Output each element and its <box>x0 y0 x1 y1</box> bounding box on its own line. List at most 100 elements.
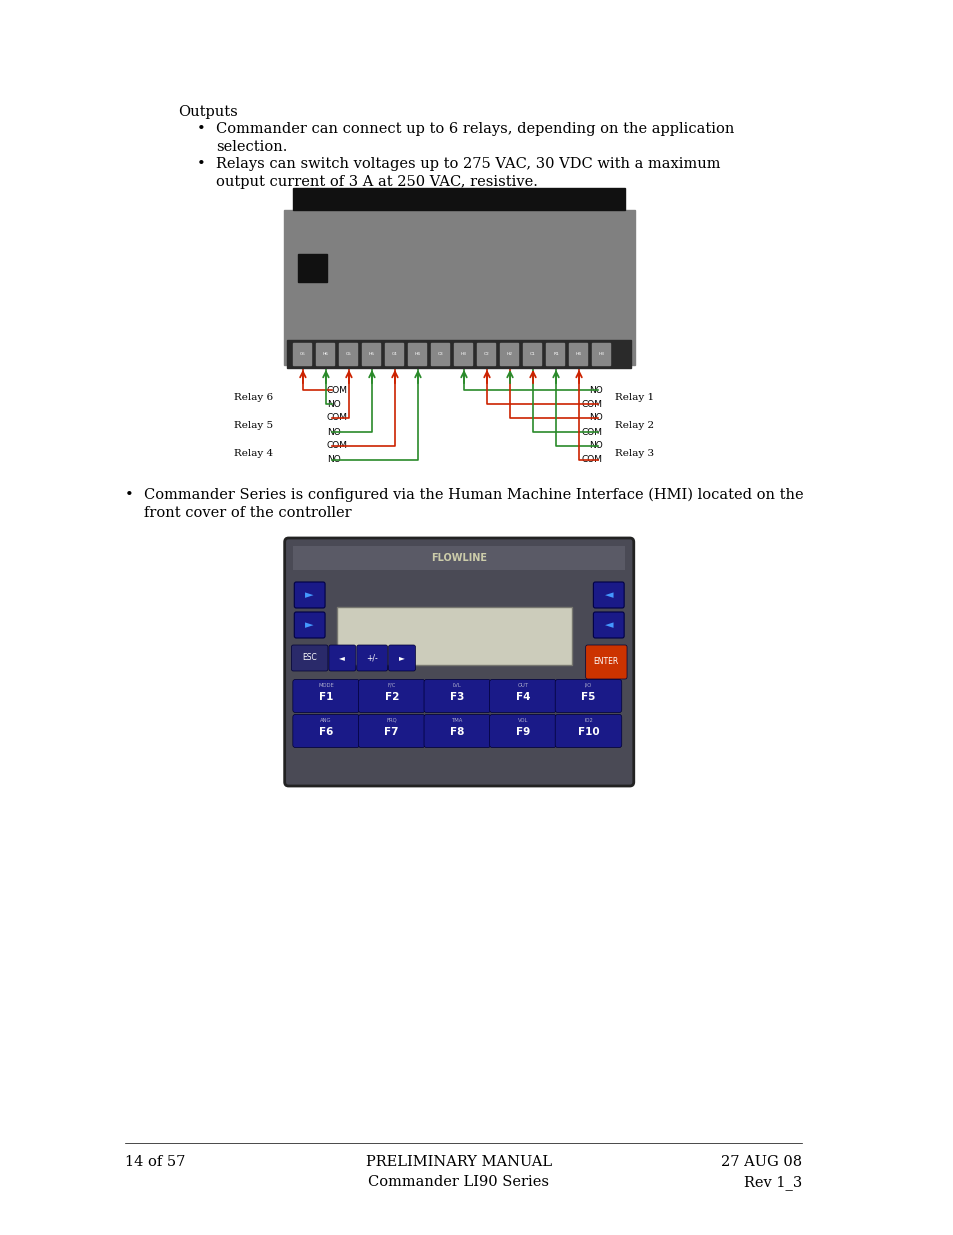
Text: •: • <box>197 122 206 136</box>
FancyBboxPatch shape <box>489 679 556 713</box>
Text: Commander LI90 Series: Commander LI90 Series <box>368 1174 549 1189</box>
Bar <box>592 343 609 366</box>
Text: Relay 6: Relay 6 <box>233 393 273 401</box>
Bar <box>339 343 356 366</box>
Bar <box>546 343 563 366</box>
Text: ►: ► <box>305 590 314 600</box>
FancyBboxPatch shape <box>489 715 556 747</box>
Text: C4: C4 <box>392 352 397 356</box>
Text: COM: COM <box>581 456 602 464</box>
FancyBboxPatch shape <box>555 715 621 747</box>
Text: MODE: MODE <box>318 683 334 688</box>
FancyBboxPatch shape <box>356 645 387 671</box>
FancyBboxPatch shape <box>294 582 325 608</box>
Text: C5: C5 <box>346 352 352 356</box>
Bar <box>283 210 634 366</box>
Text: ANG: ANG <box>320 718 332 722</box>
Text: ◄: ◄ <box>604 620 613 630</box>
Bar <box>336 606 572 664</box>
Text: F/C: F/C <box>387 683 395 688</box>
FancyBboxPatch shape <box>423 679 490 713</box>
Text: H3: H3 <box>460 352 467 356</box>
FancyBboxPatch shape <box>593 582 623 608</box>
Text: C6: C6 <box>299 352 306 356</box>
Bar <box>500 343 517 366</box>
Text: C1: C1 <box>530 352 536 356</box>
Text: F10: F10 <box>578 726 598 736</box>
FancyBboxPatch shape <box>284 538 633 785</box>
Text: C2: C2 <box>483 352 490 356</box>
Text: COM: COM <box>327 385 348 394</box>
Text: F7: F7 <box>384 726 398 736</box>
Text: LVL: LVL <box>453 683 461 688</box>
Bar <box>293 546 624 571</box>
Text: Relay 5: Relay 5 <box>233 420 273 430</box>
Bar <box>298 254 327 282</box>
FancyBboxPatch shape <box>388 645 415 671</box>
Text: IO2: IO2 <box>583 718 592 722</box>
Text: COM: COM <box>327 414 348 422</box>
Text: front cover of the controller: front cover of the controller <box>144 506 352 520</box>
FancyBboxPatch shape <box>293 679 359 713</box>
Text: F9: F9 <box>516 726 530 736</box>
FancyBboxPatch shape <box>585 645 626 679</box>
Text: H3: H3 <box>598 352 604 356</box>
Text: F8: F8 <box>450 726 464 736</box>
Text: Relays can switch voltages up to 275 VAC, 30 VDC with a maximum: Relays can switch voltages up to 275 VAC… <box>216 157 720 170</box>
Text: I/O: I/O <box>584 683 592 688</box>
Text: VOL: VOL <box>517 718 528 722</box>
Text: Relay 4: Relay 4 <box>233 448 273 457</box>
Bar <box>293 188 624 210</box>
Text: Relay 3: Relay 3 <box>614 448 653 457</box>
Text: F6: F6 <box>318 726 333 736</box>
Text: Outputs: Outputs <box>177 105 237 119</box>
Text: Relay 2: Relay 2 <box>614 420 653 430</box>
Text: H4: H4 <box>415 352 420 356</box>
Text: OUT: OUT <box>517 683 528 688</box>
Bar <box>523 343 540 366</box>
Text: ►: ► <box>305 620 314 630</box>
Text: •: • <box>125 488 133 501</box>
FancyBboxPatch shape <box>358 715 424 747</box>
Bar <box>385 343 402 366</box>
Bar <box>454 343 471 366</box>
Text: COM: COM <box>327 441 348 451</box>
Text: NO: NO <box>589 441 602 451</box>
Text: R1: R1 <box>553 352 558 356</box>
FancyBboxPatch shape <box>329 645 355 671</box>
Bar <box>362 343 379 366</box>
Text: NO: NO <box>589 385 602 394</box>
Text: Rev 1_3: Rev 1_3 <box>743 1174 801 1189</box>
Text: F3: F3 <box>450 692 464 701</box>
Text: F4: F4 <box>515 692 530 701</box>
Bar <box>569 343 586 366</box>
Text: F5: F5 <box>580 692 595 701</box>
Bar <box>431 343 448 366</box>
Text: •: • <box>197 157 206 170</box>
Text: output current of 3 A at 250 VAC, resistive.: output current of 3 A at 250 VAC, resist… <box>216 175 537 189</box>
Bar <box>476 343 495 366</box>
Text: ◄: ◄ <box>604 590 613 600</box>
FancyBboxPatch shape <box>555 679 621 713</box>
FancyBboxPatch shape <box>593 613 623 638</box>
Text: Commander Series is configured via the Human Machine Interface (HMI) located on : Commander Series is configured via the H… <box>144 488 803 503</box>
Text: PRELIMINARY MANUAL: PRELIMINARY MANUAL <box>365 1155 551 1170</box>
Text: 14 of 57: 14 of 57 <box>125 1155 185 1170</box>
Text: NO: NO <box>327 456 340 464</box>
Text: H4: H4 <box>576 352 581 356</box>
Text: FRQ: FRQ <box>386 718 396 722</box>
Text: H6: H6 <box>322 352 329 356</box>
Text: H2: H2 <box>506 352 513 356</box>
Text: Relay 1: Relay 1 <box>614 393 653 401</box>
Text: ESC: ESC <box>302 653 316 662</box>
Text: +/-: +/- <box>366 653 377 662</box>
Bar <box>286 340 630 368</box>
Text: C3: C3 <box>437 352 443 356</box>
FancyBboxPatch shape <box>294 613 325 638</box>
Text: Commander can connect up to 6 relays, depending on the application: Commander can connect up to 6 relays, de… <box>216 122 734 136</box>
Bar <box>293 343 311 366</box>
Text: TMA: TMA <box>451 718 462 722</box>
Text: F2: F2 <box>384 692 398 701</box>
Text: NO: NO <box>589 414 602 422</box>
Text: selection.: selection. <box>216 140 288 154</box>
